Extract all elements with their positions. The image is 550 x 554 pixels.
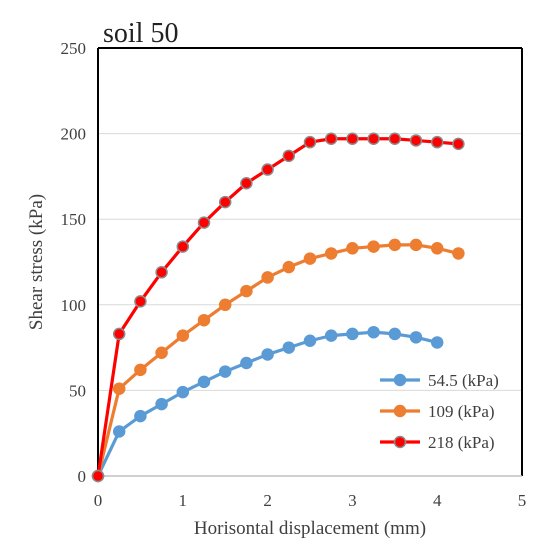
chart-title: soil 50 — [103, 18, 178, 49]
data-point — [91, 469, 105, 483]
data-point — [388, 132, 402, 145]
data-point — [155, 346, 168, 359]
data-point — [112, 425, 126, 438]
data-point — [324, 132, 338, 145]
data-point — [346, 242, 359, 255]
series-2 — [91, 238, 465, 483]
data-point — [367, 240, 380, 253]
data-point — [197, 375, 211, 389]
x-tick-label-2: 2 — [263, 491, 272, 510]
legend-marker — [393, 435, 407, 449]
legend-entry-2: 109 (kPa) — [380, 402, 495, 421]
axes — [97, 47, 523, 477]
tick-labels: 0 50 100 150 200 250 0 1 2 3 4 5 — [61, 39, 527, 510]
data-point — [430, 242, 444, 255]
legend-entry-1: 54.5 (kPa) — [380, 371, 499, 390]
data-point — [134, 295, 147, 308]
x-tick-label-5: 5 — [518, 491, 527, 510]
y-axis-title: Shear stress (kPa) — [26, 194, 47, 330]
data-point — [303, 334, 317, 348]
data-point — [409, 238, 423, 252]
data-point — [452, 137, 465, 151]
data-point — [197, 313, 211, 327]
gridlines — [98, 47, 522, 391]
data-point — [430, 135, 444, 149]
y-tick-label-150: 150 — [61, 210, 87, 229]
data-point — [388, 327, 402, 341]
x-tick-label-0: 0 — [94, 491, 103, 510]
data-point — [240, 284, 253, 298]
data-point — [303, 252, 317, 265]
data-point — [112, 327, 126, 341]
data-point — [112, 382, 126, 395]
data-point — [303, 135, 317, 149]
data-point — [261, 348, 274, 361]
data-point — [176, 240, 190, 253]
data-point — [176, 385, 190, 399]
data-point — [409, 134, 423, 147]
data-point — [176, 329, 190, 342]
y-tick-label-0: 0 — [78, 467, 87, 486]
y-tick-label-200: 200 — [61, 125, 87, 144]
data-point — [430, 336, 444, 349]
legend-marker — [393, 373, 407, 387]
data-point — [155, 397, 168, 411]
legend-label: 109 (kPa) — [428, 402, 495, 421]
data-point — [218, 298, 232, 312]
legend-label: 218 (kPa) — [428, 433, 495, 452]
data-point — [134, 363, 147, 377]
data-point — [261, 271, 274, 284]
legend-entry-3: 218 (kPa) — [380, 433, 495, 452]
data-point — [240, 176, 253, 190]
data-point — [218, 365, 232, 378]
data-point — [134, 409, 147, 423]
series-3 — [91, 132, 465, 483]
data-point — [324, 329, 338, 342]
y-tick-label-100: 100 — [61, 296, 87, 315]
x-axis-title: Horisontal displacement (mm) — [194, 518, 426, 539]
x-tick-label-3: 3 — [348, 491, 357, 510]
data-point — [282, 149, 296, 163]
data-point — [240, 356, 253, 370]
x-tick-label-1: 1 — [179, 491, 188, 510]
data-point — [346, 327, 359, 341]
data-point — [324, 247, 338, 260]
legend-marker — [393, 404, 407, 418]
data-point — [452, 247, 465, 260]
legend: 54.5 (kPa) 109 (kPa) 218 (kPa) — [380, 371, 499, 452]
data-point — [282, 260, 296, 274]
data-point — [218, 195, 232, 209]
series-layer — [91, 132, 465, 483]
y-tick-label-250: 250 — [61, 39, 87, 58]
data-point — [197, 216, 211, 229]
y-tick-label-50: 50 — [69, 381, 86, 400]
data-point — [155, 266, 168, 279]
x-tick-label-4: 4 — [433, 491, 442, 510]
data-point — [261, 163, 274, 176]
legend-label: 54.5 (kPa) — [428, 371, 499, 390]
data-point — [388, 238, 402, 252]
data-point — [367, 325, 380, 339]
data-point — [346, 132, 359, 145]
data-point — [282, 341, 296, 354]
data-point — [409, 331, 423, 344]
data-point — [367, 132, 380, 145]
